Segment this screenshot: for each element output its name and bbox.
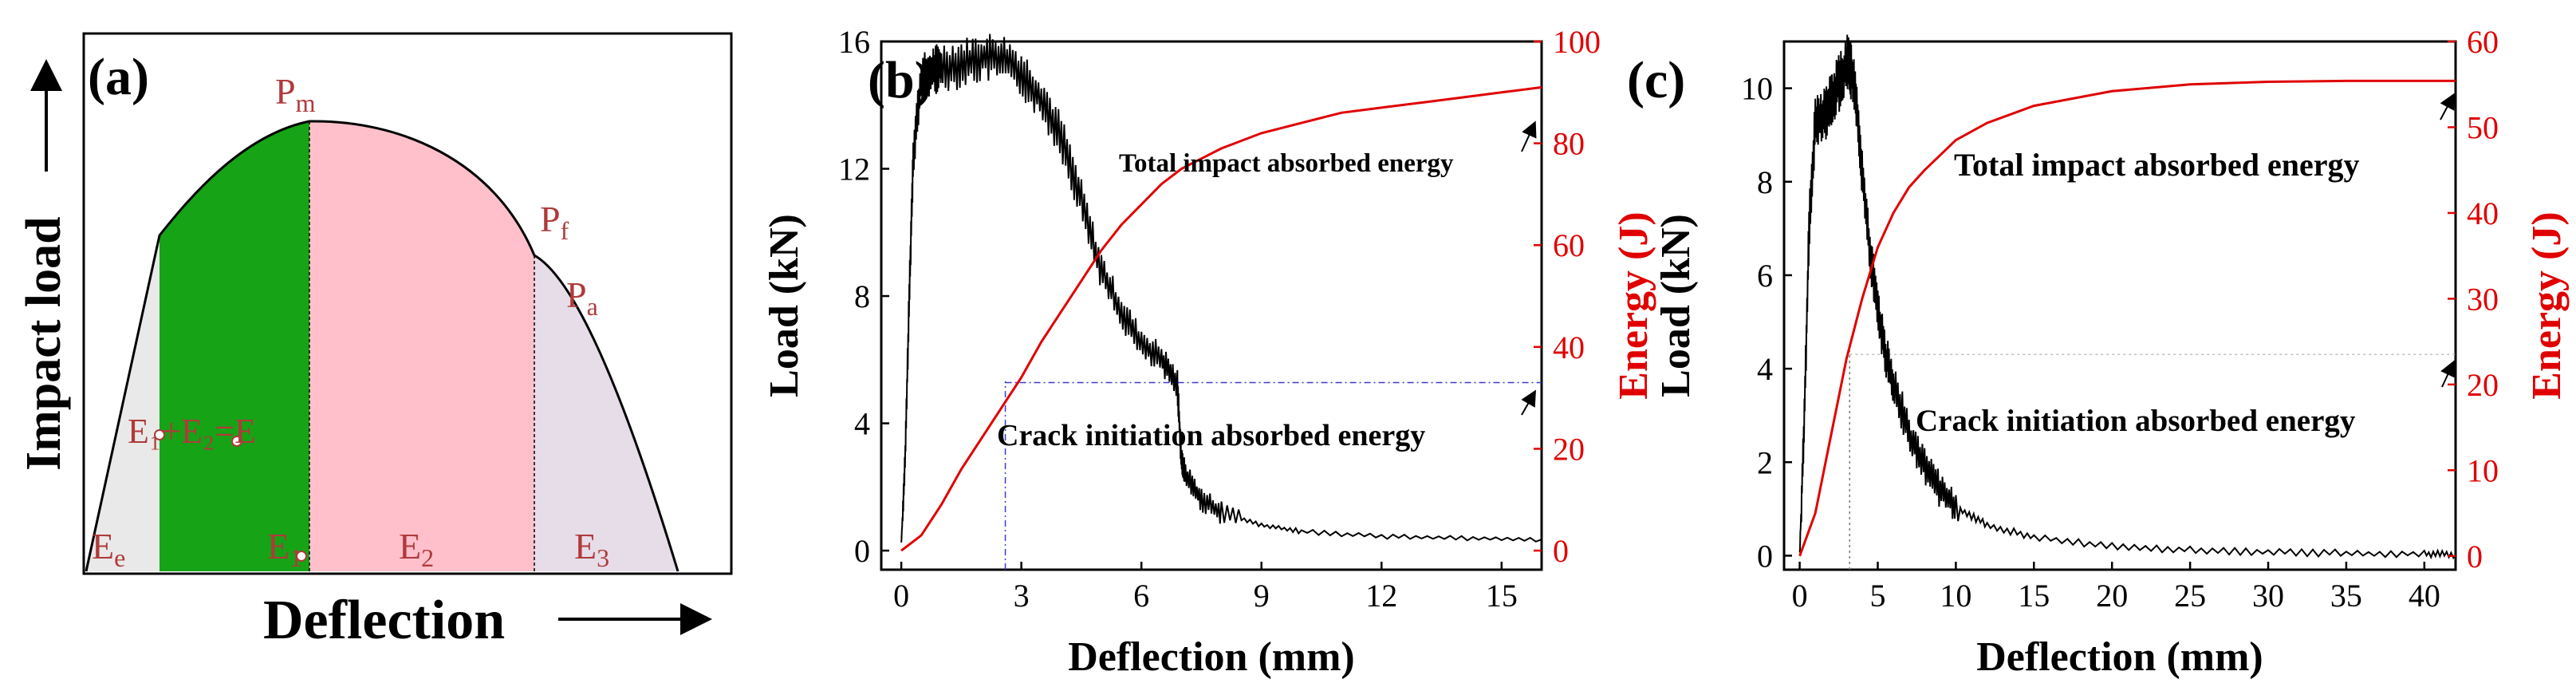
annotation-crack-energy: Crack initiation absorbed energy xyxy=(1916,404,2356,438)
panel-b-xlabel: Deflection (mm) xyxy=(1068,634,1355,680)
label-e-elastic: Ee xyxy=(92,526,125,572)
y2-tick-label: 20 xyxy=(2467,367,2499,403)
y-tick-label: 8 xyxy=(854,278,870,314)
y-tick-label: 12 xyxy=(838,152,870,188)
y2-tick-label: 60 xyxy=(2467,24,2499,60)
load-curve xyxy=(85,120,679,572)
panel-a-label: (a) xyxy=(88,48,149,106)
label-e1: E1 xyxy=(267,526,302,572)
y-tick-label: 0 xyxy=(854,533,870,569)
panel-a-xlabel: Deflection xyxy=(263,590,505,651)
label-p-arrest: Pa xyxy=(566,274,598,321)
x-tick-label: 3 xyxy=(1014,578,1030,614)
y-tick-label: 2 xyxy=(1757,444,1773,480)
panel-c-y2label: Energy (J) xyxy=(2524,211,2570,399)
x-tick-label: 25 xyxy=(2174,578,2206,614)
y2-tick-label: 40 xyxy=(2467,195,2499,231)
panel-a-frame xyxy=(82,32,733,575)
label-energy-sum: E₁+E₂=E xyxy=(128,412,256,451)
panel-b-label: (b) xyxy=(868,51,932,109)
label-p-fracture: Pf xyxy=(540,199,569,245)
y2-tick-label: 20 xyxy=(1553,431,1585,467)
annotation-arrow xyxy=(2440,93,2455,120)
panel-c-chart: 0 5 10 15 20 25 30 35 40 0 2 4 6 8 10 0 10 20 30 40 50 60 (… xyxy=(1627,24,2570,680)
label-e2: E2 xyxy=(399,526,434,572)
area-e3 xyxy=(534,255,678,571)
energy-series-line xyxy=(1798,79,2456,557)
x-tick-label: 15 xyxy=(2018,578,2050,614)
x-tick-label: 20 xyxy=(2096,578,2128,614)
x-tick-label: 0 xyxy=(893,578,909,614)
panel-a-schematic: (a) Pm Pf Pa E₁+E₂=E Ee E1 E2 E3 Impact … xyxy=(17,32,733,651)
marker-point xyxy=(154,429,165,440)
annotation-arrow xyxy=(1521,389,1536,416)
panel-b-ylabel: Load (kN) xyxy=(762,214,807,397)
panel-b-y2label: Energy (J) xyxy=(1611,211,1656,399)
y2-tick-label: 60 xyxy=(1553,227,1585,263)
annotation-total-energy: Total impact absorbed energy xyxy=(1119,149,1454,178)
y-tick-label: 16 xyxy=(838,24,870,60)
area-e2 xyxy=(309,120,534,571)
annotation-total-energy: Total impact absorbed energy xyxy=(1954,147,2360,183)
y-tick-label: 6 xyxy=(1757,258,1773,294)
panel-c-ylabel: Load (kN) xyxy=(1653,214,1699,397)
y-tick-label: 4 xyxy=(1757,351,1773,387)
x-tick-label: 6 xyxy=(1133,578,1149,614)
annotation-arrow xyxy=(2440,360,2456,388)
y-tick-label: 10 xyxy=(1741,71,1773,107)
y2-tick-label: 0 xyxy=(1553,533,1569,569)
plot-frame xyxy=(880,40,1543,571)
panel-b-chart: 0 3 6 9 12 15 0 4 8 12 16 0 20 40 60 80 100 (b) Total … xyxy=(762,24,1656,680)
panel-c-label: (c) xyxy=(1627,51,1685,109)
label-e3: E3 xyxy=(574,526,609,572)
y2-tick-label: 80 xyxy=(1553,126,1585,162)
x-tick-label: 0 xyxy=(1792,578,1808,614)
y2-tick-label: 10 xyxy=(2467,452,2499,488)
x-tick-label: 9 xyxy=(1254,578,1270,614)
marker-point xyxy=(231,436,242,447)
marker-point xyxy=(296,551,307,562)
panel-c-xlabel: Deflection (mm) xyxy=(1976,634,2263,680)
x-tick-label: 12 xyxy=(1365,578,1397,614)
y2-tick-label: 50 xyxy=(2467,109,2499,145)
label-p-max: Pm xyxy=(275,71,316,117)
x-tick-label: 35 xyxy=(2330,578,2362,614)
y2-tick-label: 40 xyxy=(1553,330,1585,365)
x-tick-label: 10 xyxy=(1940,578,1971,614)
plot-frame xyxy=(1782,40,2457,571)
y-tick-label: 4 xyxy=(854,406,870,442)
annotation-arrow xyxy=(1521,120,1537,152)
load-series-line xyxy=(900,34,1542,543)
x-tick-label: 5 xyxy=(1869,578,1885,614)
y2-tick-label: 0 xyxy=(2467,539,2483,574)
x-tick-label: 30 xyxy=(2252,578,2284,614)
panel-a-ylabel: Impact load xyxy=(17,216,71,471)
annotation-crack-energy: Crack initiation absorbed energy xyxy=(997,419,1425,452)
y-tick-label: 8 xyxy=(1757,164,1773,200)
x-tick-label: 40 xyxy=(2409,578,2440,614)
energy-series-line xyxy=(900,85,1542,552)
area-e1 xyxy=(160,121,309,571)
y2-tick-label: 100 xyxy=(1553,24,1601,60)
x-tick-label: 15 xyxy=(1486,578,1518,614)
y-tick-label: 0 xyxy=(1757,538,1773,574)
y2-tick-label: 30 xyxy=(2467,281,2499,317)
load-series-line xyxy=(1798,34,2456,560)
